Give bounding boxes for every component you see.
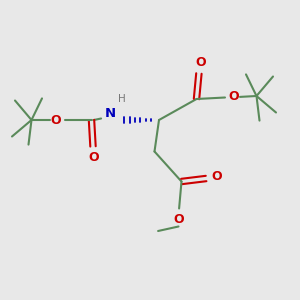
Text: O: O xyxy=(173,213,184,226)
Text: O: O xyxy=(211,170,222,184)
Text: O: O xyxy=(51,113,62,127)
Text: N: N xyxy=(104,107,116,120)
Text: H: H xyxy=(118,94,125,104)
Text: O: O xyxy=(88,151,99,164)
Text: O: O xyxy=(195,56,206,69)
Text: O: O xyxy=(228,89,239,103)
